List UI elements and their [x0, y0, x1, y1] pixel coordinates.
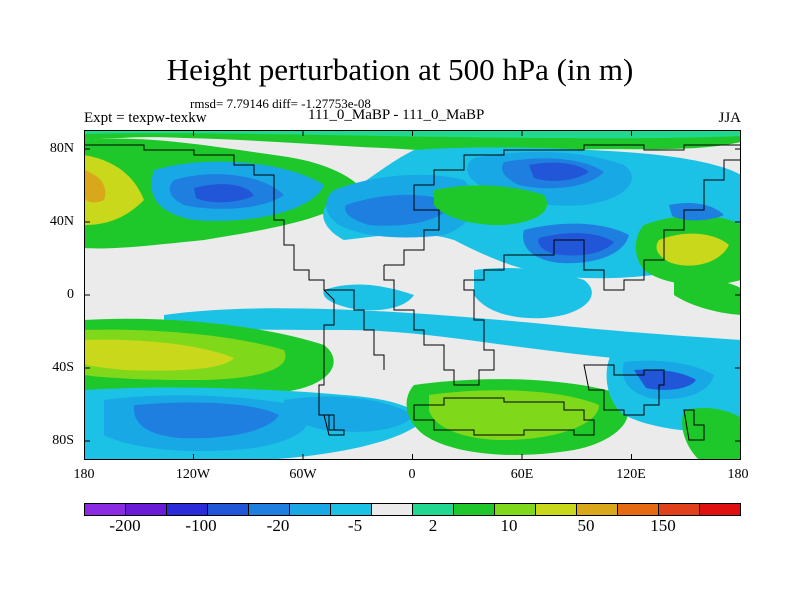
equatorial-field	[164, 268, 741, 370]
lat-label: 80S	[52, 433, 74, 448]
colorbar	[84, 503, 741, 516]
lon-label: 120E	[616, 467, 646, 482]
coastlines	[84, 144, 741, 441]
north-field	[84, 130, 741, 249]
colorbar-swatch	[167, 504, 208, 515]
lon-label: 60E	[510, 467, 534, 482]
height-perturbation-map	[84, 130, 741, 460]
experiment-label: Expt = texpw-texkw	[84, 110, 207, 126]
lat-label: 0	[67, 287, 74, 302]
colorbar-swatch	[536, 504, 577, 515]
colorbar-swatch	[618, 504, 659, 515]
colorbar-label: -5	[347, 516, 363, 535]
lon-label: 60W	[289, 467, 317, 482]
colorbar-swatch	[700, 504, 740, 515]
run-label: 111_0_MaBP - 111_0_MaBP	[308, 107, 485, 123]
season-label: JJA	[718, 110, 741, 126]
colorbar-swatch	[126, 504, 167, 515]
lat-label: 80N	[49, 141, 74, 156]
colorbar-swatch	[372, 504, 413, 515]
lon-label: 120W	[175, 467, 211, 482]
lat-label: 40S	[52, 360, 74, 375]
south-field	[84, 318, 741, 460]
colorbar-swatch	[413, 504, 454, 515]
axis-ticks	[84, 130, 741, 460]
colorbar-label: -100	[185, 516, 217, 535]
lat-label: 40N	[49, 214, 74, 229]
colorbar-swatch	[249, 504, 290, 515]
colorbar-swatch	[454, 504, 495, 515]
lon-label: 180	[727, 467, 749, 482]
lon-label: 0	[408, 467, 416, 482]
lon-label: 180	[73, 467, 95, 482]
colorbar-swatch	[577, 504, 618, 515]
colorbar-swatch	[495, 504, 536, 515]
colorbar-swatch	[208, 504, 249, 515]
colorbar-label: 2	[428, 516, 438, 535]
eurasia-field	[323, 147, 741, 286]
colorbar-label: 50	[577, 516, 595, 535]
colorbar-label: -20	[266, 516, 290, 535]
rmsd-diff-stats: rmsd= 7.79146 diff= -1.27753e-08	[190, 96, 371, 111]
colorbar-swatch	[331, 504, 372, 515]
colorbar-label: -200	[109, 516, 141, 535]
colorbar-swatch	[659, 504, 700, 515]
colorbar-label: 10	[500, 516, 518, 535]
colorbar-label: 150	[650, 516, 676, 535]
colorbar-swatch	[85, 504, 126, 515]
colorbar-swatch	[290, 504, 331, 515]
map-title: Height perturbation at 500 hPa (in m)	[166, 52, 634, 87]
